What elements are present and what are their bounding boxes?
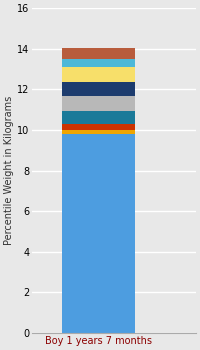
- Bar: [62, 124, 135, 130]
- Bar: [62, 97, 135, 111]
- Y-axis label: Percentile Weight in Kilograms: Percentile Weight in Kilograms: [4, 96, 14, 245]
- Bar: [62, 67, 135, 82]
- Bar: [62, 130, 135, 134]
- Bar: [62, 111, 135, 124]
- Bar: [62, 82, 135, 97]
- Bar: [62, 134, 135, 333]
- Bar: [62, 59, 135, 67]
- Bar: [62, 48, 135, 59]
